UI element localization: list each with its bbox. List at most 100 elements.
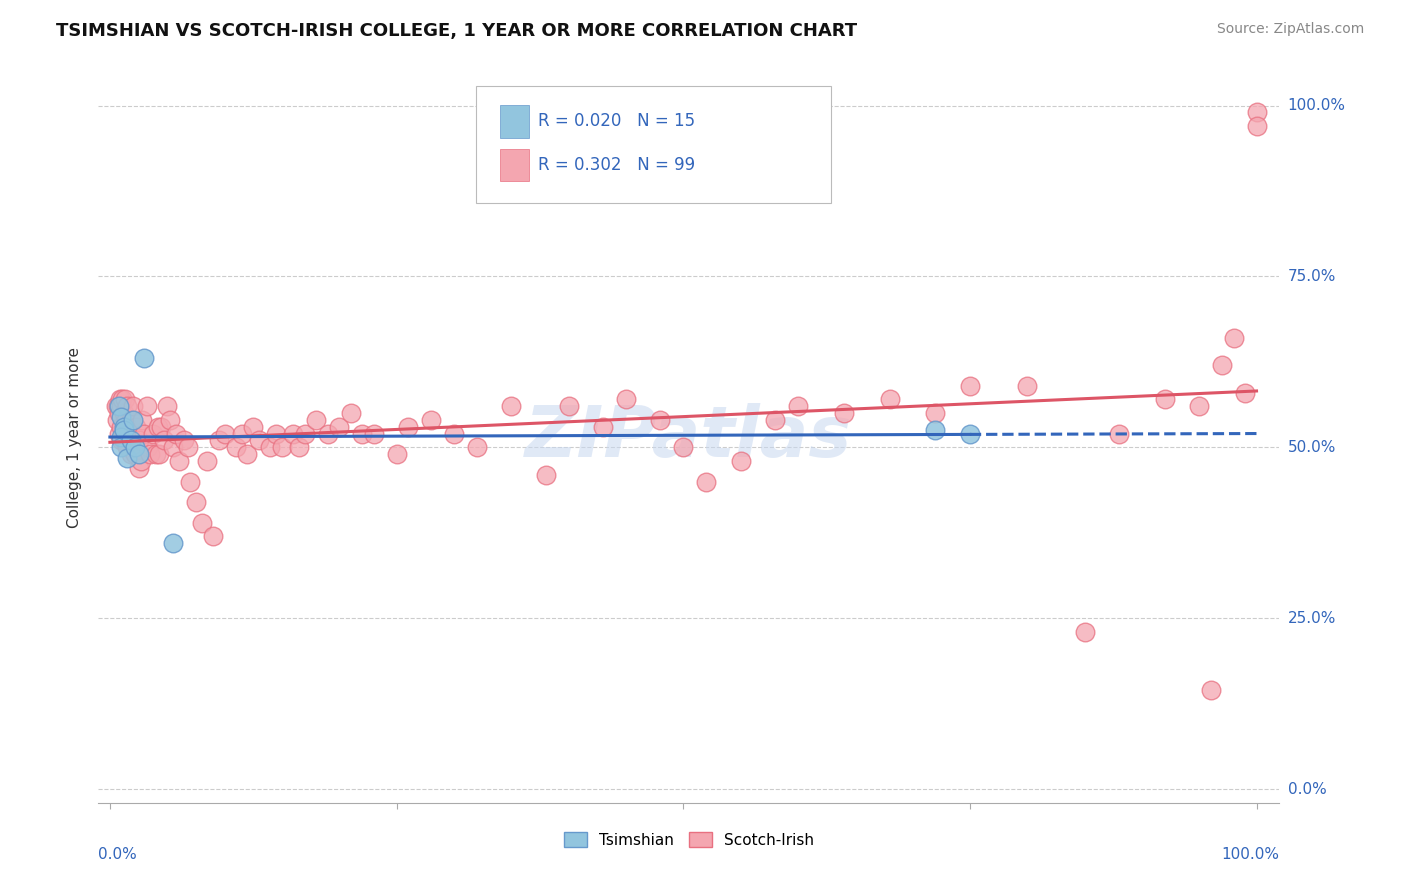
Point — [305, 413, 328, 427]
Point — [128, 434, 150, 448]
Point — [695, 475, 717, 489]
Point — [115, 450, 138, 465]
Point — [316, 426, 339, 441]
Text: R = 0.020   N = 15: R = 0.020 N = 15 — [537, 112, 695, 130]
Point — [142, 426, 165, 441]
Text: R = 0.302   N = 99: R = 0.302 N = 99 — [537, 156, 695, 174]
Text: TSIMSHIAN VS SCOTCH-IRISH COLLEGE, 1 YEAR OR MORE CORRELATION CHART: TSIMSHIAN VS SCOTCH-IRISH COLLEGE, 1 YEA… — [56, 22, 858, 40]
Point — [1222, 331, 1244, 345]
Text: 25.0%: 25.0% — [1288, 611, 1336, 625]
Text: 75.0%: 75.0% — [1288, 268, 1336, 284]
Point — [112, 423, 135, 437]
Point — [202, 529, 225, 543]
FancyBboxPatch shape — [477, 86, 831, 203]
Point — [121, 400, 143, 414]
Point — [959, 379, 981, 393]
Point — [110, 434, 132, 448]
Point — [270, 440, 292, 454]
Point — [236, 447, 259, 461]
Y-axis label: College, 1 year or more: College, 1 year or more — [67, 347, 83, 527]
Point — [134, 351, 156, 366]
Point — [108, 406, 131, 420]
Point — [134, 426, 156, 441]
Point — [190, 516, 212, 530]
Point — [328, 420, 350, 434]
Point — [131, 413, 153, 427]
Point — [1073, 624, 1095, 639]
Point — [111, 392, 134, 407]
Point — [1246, 105, 1268, 120]
Point — [650, 413, 672, 427]
Point — [108, 400, 131, 414]
Point — [959, 426, 981, 441]
Point — [115, 413, 138, 427]
Point — [159, 413, 181, 427]
Point — [104, 400, 127, 414]
Point — [283, 426, 305, 441]
Point — [165, 426, 187, 441]
Point — [120, 447, 142, 461]
Point — [247, 434, 270, 448]
Point — [115, 400, 138, 414]
Point — [1188, 400, 1211, 414]
Point — [115, 440, 138, 454]
Point — [121, 413, 143, 427]
Point — [128, 447, 150, 461]
Point — [148, 447, 170, 461]
Point — [443, 426, 465, 441]
Point — [114, 392, 136, 407]
Point — [150, 420, 173, 434]
Point — [501, 400, 523, 414]
Point — [420, 413, 443, 427]
Point — [128, 460, 150, 475]
Point — [672, 440, 695, 454]
Point — [879, 392, 901, 407]
Point — [832, 406, 855, 420]
Point — [112, 434, 135, 448]
Point — [465, 440, 488, 454]
Point — [120, 413, 142, 427]
Point — [294, 426, 316, 441]
FancyBboxPatch shape — [501, 149, 530, 181]
Point — [763, 413, 786, 427]
Point — [786, 400, 808, 414]
Point — [288, 440, 311, 454]
Point — [135, 400, 157, 414]
Point — [108, 392, 131, 407]
Point — [110, 409, 132, 424]
Point — [557, 400, 579, 414]
Point — [120, 434, 142, 448]
Point — [1211, 359, 1233, 373]
Point — [162, 440, 184, 454]
Point — [110, 420, 132, 434]
Point — [136, 440, 159, 454]
Point — [1153, 392, 1175, 407]
Point — [112, 406, 135, 420]
Point — [184, 495, 207, 509]
Point — [110, 440, 132, 454]
Text: Source: ZipAtlas.com: Source: ZipAtlas.com — [1216, 22, 1364, 37]
Point — [105, 413, 128, 427]
Point — [117, 420, 139, 434]
Point — [225, 440, 247, 454]
Point — [179, 475, 201, 489]
Point — [1199, 683, 1222, 698]
Point — [124, 440, 146, 454]
Point — [352, 426, 374, 441]
Point — [924, 423, 946, 437]
Text: 100.0%: 100.0% — [1288, 98, 1346, 113]
Point — [231, 426, 253, 441]
Point — [614, 392, 637, 407]
Point — [363, 426, 385, 441]
Text: ZIPatlas: ZIPatlas — [526, 402, 852, 472]
Point — [152, 434, 174, 448]
Point — [110, 400, 132, 414]
Point — [107, 400, 129, 414]
Point — [1017, 379, 1039, 393]
Text: 0.0%: 0.0% — [1288, 781, 1326, 797]
Point — [110, 430, 132, 444]
Text: 50.0%: 50.0% — [1288, 440, 1336, 455]
Point — [129, 454, 152, 468]
Point — [385, 447, 408, 461]
Point — [1246, 119, 1268, 133]
